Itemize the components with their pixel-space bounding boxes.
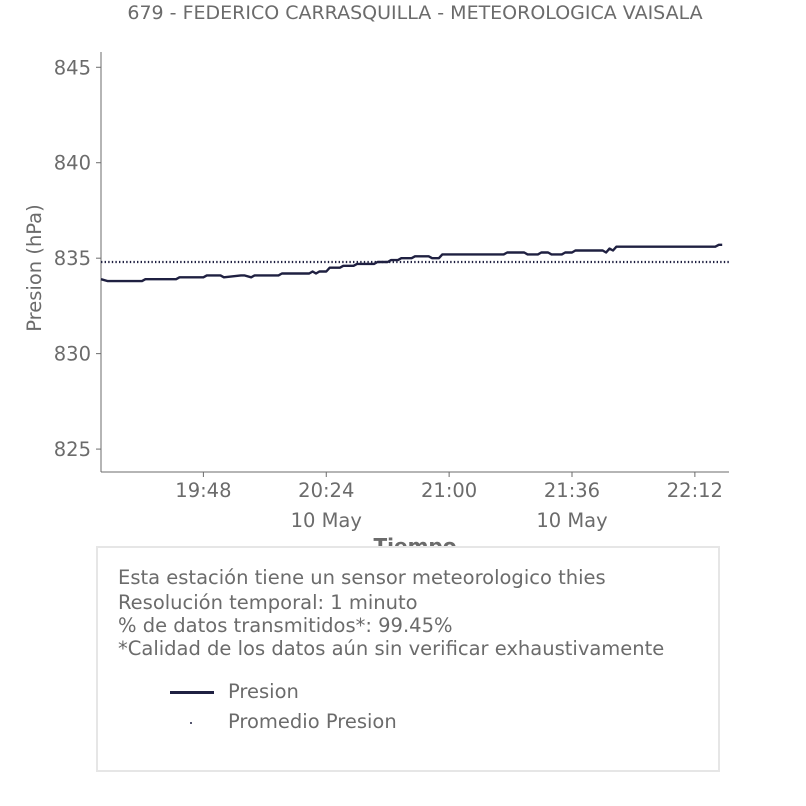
chart-labels: 845 840 835 830 825 19:48 20:24 10 May 21:00 21:3… [23,56,723,558]
chart-series-layer [100,243,729,283]
legend-label-promedio: Promedio Presion [228,710,397,733]
chart-axes [96,52,729,477]
y-tick-label: 835 [54,247,91,270]
chart-title: 679 - FEDERICO CARRASQUILLA - METEOROLOG… [127,2,703,24]
info-sensor-text: Esta estación tiene un sensor meteorolog… [118,566,606,589]
x-tick-date-label: 10 May [536,509,607,532]
series-presion-line [100,243,723,283]
legend-dot-swatch [190,722,192,724]
x-tick-date-label: 10 May [291,509,362,532]
legend-label-presion: Presion [228,680,299,703]
info-resolution-text: Resolución temporal: 1 minuto [118,591,418,614]
legend-line-swatch [170,691,214,694]
y-tick-label: 840 [54,152,91,175]
y-tick-label: 825 [54,438,91,461]
info-legend-box: Esta estación tiene un sensor meteorolog… [96,546,720,772]
y-tick-label: 845 [54,56,91,79]
info-transmitted-text: % de datos transmitidos*: 99.45% [118,614,453,637]
y-tick-label: 830 [54,343,91,366]
x-tick-label: 22:12 [667,479,723,502]
info-quality-note: *Calidad de los datos aún sin verificar … [118,637,665,660]
x-tick-label: 21:00 [421,479,477,502]
x-tick-label: 20:24 [298,479,354,502]
x-tick-label: 21:36 [544,479,600,502]
y-axis-title: Presion (hPa) [23,204,46,331]
x-tick-label: 19:48 [175,479,231,502]
